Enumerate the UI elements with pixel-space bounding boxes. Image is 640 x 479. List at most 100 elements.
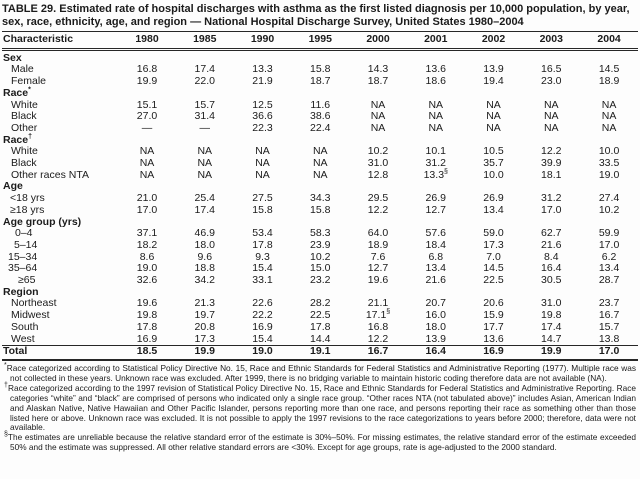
rate-cell: 17.4	[194, 63, 215, 76]
row-label: White	[11, 98, 38, 111]
rate-cell: 18.8	[194, 262, 215, 275]
rate-cell: 15.8	[310, 63, 331, 76]
rate-cell: 15.4	[252, 332, 273, 345]
rate-cell: 39.9	[541, 157, 562, 170]
rate-cell: 27.4	[598, 192, 620, 205]
table-row-west: West 16.9 17.3 15.4 14.4 12.2 13.9 13.6 14.7 13.8	[2, 332, 638, 346]
rate-cell: NA	[370, 110, 386, 123]
rate-cell: 21.6	[541, 238, 562, 251]
rate-cell: 22.5	[483, 274, 504, 287]
rate-cell	[234, 88, 292, 100]
rate-cell: NA	[428, 98, 444, 111]
rate-cell: NA	[601, 110, 617, 123]
col-header-year: 2004	[580, 31, 638, 51]
table-row-other: Other — — 22.3 22.4 NA NA NA NA NA	[2, 121, 638, 135]
table-row-35-64: 35–64 19.0 18.8 15.4 15.0 12.7 13.4 14.5 16.4 13.…	[2, 263, 638, 275]
rate-cell: 31.4	[194, 110, 215, 123]
rate-cell: 15.4	[252, 262, 273, 275]
rate-cell: 10.2	[310, 250, 331, 263]
rate-cell	[407, 88, 465, 100]
rate-cell: 6.2	[601, 250, 617, 263]
rate-cell: 28.7	[598, 274, 620, 287]
rate-cell: 18.2	[136, 238, 158, 251]
rate-cell: 20.8	[194, 320, 215, 333]
footnote-marker: †	[4, 382, 8, 390]
rate-cell: 15.9	[483, 309, 504, 322]
rate-cell	[580, 88, 638, 100]
rate-cell: 13.4	[483, 203, 504, 216]
rate-cell: 13.4	[425, 262, 446, 275]
rate-cell: 29.5	[367, 192, 389, 205]
rate-cell: NA	[197, 157, 213, 170]
rate-cell: 62.7	[541, 227, 562, 240]
rate-cell: 22.3	[252, 121, 273, 134]
rate-cell: NA	[312, 168, 328, 181]
rate-cell: 31.2	[541, 192, 562, 205]
rate-cell: 9.3	[255, 250, 270, 263]
footnote-reference-marker: †	[28, 133, 33, 141]
table-row-region: Region	[2, 286, 638, 299]
rate-cell: 17.4	[194, 203, 215, 216]
rate-cell: 13.9	[483, 63, 504, 76]
rate-cell: NA	[312, 157, 328, 170]
rate-cell: 20.6	[483, 297, 504, 310]
row-label: <18 yrs	[10, 192, 45, 205]
rate-cell: NA	[543, 110, 559, 123]
rate-cell: 28.2	[310, 297, 331, 310]
rate-cell	[349, 49, 407, 64]
rate-cell: 12.5	[252, 98, 273, 111]
rate-cell: 13.4	[598, 262, 620, 275]
rate-cell: 16.8	[136, 63, 158, 76]
footnote-marker: *	[4, 362, 7, 370]
rate-cell: 19.1	[291, 345, 350, 361]
rate-cell: 14.4	[310, 332, 331, 345]
rate-cell: 13.8	[598, 332, 620, 345]
rate-cell: 14.7	[541, 332, 562, 345]
rate-cell: 15.7	[598, 320, 620, 333]
footnote-text: Race categorized according to Statistica…	[6, 362, 636, 383]
rate-cell: 22.0	[194, 75, 215, 88]
rate-cell: 12.7	[425, 203, 446, 216]
rate-cell	[407, 49, 465, 64]
rate-cell: 57.6	[425, 227, 446, 240]
row-label: White	[11, 145, 38, 158]
rate-cell: 17.0	[136, 203, 158, 216]
table-row-midwest: Midwest 19.8 19.7 22.2 22.5 17.1§ 16.0 15.9 19.8…	[2, 309, 638, 322]
rate-cell: NA	[370, 121, 386, 134]
table-title: TABLE 29. Estimated rate of hospital dis…	[2, 3, 630, 28]
table-row-other-races-nta: Other races NTA NA NA NA NA 12.8 13.3§ 10.0 18.1…	[2, 168, 638, 182]
rate-cell: 8.6	[139, 250, 155, 263]
rate-cell: 16.5	[541, 63, 562, 76]
rate-cell: 17.7	[483, 320, 504, 333]
footnote-text: The estimates are unreliable because the…	[7, 432, 636, 453]
rate-cell: 58.3	[310, 227, 331, 240]
rate-cell: 8.4	[543, 250, 559, 263]
row-label: 35–64	[8, 262, 38, 275]
rate-cell: NA	[139, 157, 155, 170]
rate-cell	[522, 88, 580, 100]
rate-cell: 14.3	[367, 63, 389, 76]
rate-cell: 59.0	[483, 227, 504, 240]
footnotes: *Race categorized according to Statistic…	[2, 361, 638, 453]
col-header-year: 1980	[118, 31, 176, 51]
row-label: South	[11, 320, 39, 333]
rate-cell: 18.0	[194, 238, 215, 251]
row-label: Female	[11, 75, 47, 88]
rate-cell: NA	[601, 98, 617, 111]
rate-cell: NA	[370, 98, 386, 111]
rate-cell: 26.9	[483, 192, 504, 205]
rate-cell: NA	[601, 121, 617, 134]
rate-cell: 17.0	[541, 203, 562, 216]
rate-cell: 19.0	[136, 262, 158, 275]
rate-cell: 19.0	[233, 345, 292, 361]
rate-cell: 10.0	[483, 168, 504, 181]
footnote-race-1977: *Race categorized according to Statistic…	[4, 362, 636, 384]
row-label: ≥18 yrs	[10, 203, 45, 216]
rate-cell	[176, 49, 234, 64]
row-label: 5–14	[14, 238, 38, 251]
rate-cell	[465, 49, 523, 64]
rate-cell: 16.7	[598, 309, 620, 322]
rate-cell: 18.1	[541, 168, 562, 181]
rate-cell: NA	[486, 121, 501, 134]
rate-cell: 16.4	[541, 262, 562, 275]
